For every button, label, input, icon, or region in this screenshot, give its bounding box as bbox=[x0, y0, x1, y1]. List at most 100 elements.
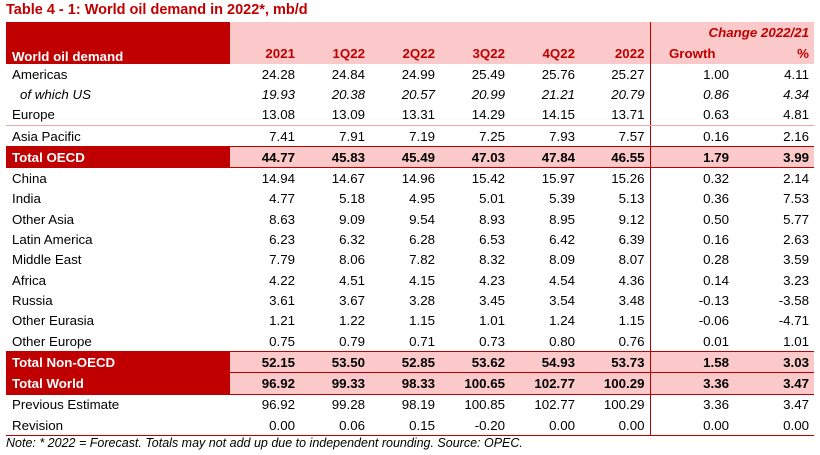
table-row: Europe 13.08 13.09 13.31 14.29 14.15 13.71 0.63… bbox=[6, 104, 814, 126]
cell-value: 4.23 bbox=[479, 272, 505, 288]
table-row: Middle East 7.79 8.06 7.82 8.32 8.09 8.07 0.28 3… bbox=[6, 249, 814, 270]
cell-value: 3.36 bbox=[649, 372, 734, 395]
cell-value: 1.00 bbox=[649, 64, 734, 85]
cell-value: 7.79 bbox=[269, 252, 295, 268]
header-col-growth: Growth bbox=[649, 43, 734, 64]
cell-value: 47.03 bbox=[440, 146, 510, 169]
cell-value: 99.33 bbox=[300, 372, 370, 395]
cell-value: 9.09 bbox=[339, 211, 365, 227]
cell-value: 100.29 bbox=[603, 397, 645, 413]
cell-value: 6.53 bbox=[479, 232, 505, 248]
cell-value: -0.06 bbox=[649, 310, 734, 331]
table-row: Africa 4.22 4.51 4.15 4.23 4.54 4.36 0.14 3.23 bbox=[6, 269, 814, 291]
cell-value: 46.55 bbox=[580, 146, 650, 169]
cell-value: 0.00 bbox=[510, 415, 580, 437]
table-title: Table 4 - 1: World oil demand in 2022*, … bbox=[6, 2, 308, 18]
cell-value: 45.83 bbox=[300, 146, 370, 169]
cell-value: 8.32 bbox=[479, 252, 505, 268]
table-row: Asia Pacific 7.41 7.91 7.19 7.25 7.93 7.57 0.16… bbox=[6, 125, 814, 147]
row-label: Russia bbox=[12, 292, 53, 308]
row-label: Total OECD bbox=[6, 146, 230, 169]
table-row: Other Eurasia 1.21 1.22 1.15 1.01 1.24 1.15 -0.… bbox=[6, 310, 814, 331]
cell-value: 0.63 bbox=[649, 104, 734, 126]
cell-value: 3.45 bbox=[479, 292, 505, 308]
cell-value: 0.28 bbox=[649, 249, 734, 270]
cell-value: 4.34 bbox=[783, 86, 809, 102]
table-row: Total World 96.92 99.33 98.33 100.65 102.77 10… bbox=[6, 372, 814, 395]
cell-value: 0.73 bbox=[479, 333, 505, 349]
cell-value: 13.71 bbox=[580, 104, 650, 126]
cell-value: 14.94 bbox=[261, 171, 295, 187]
row-label: Previous Estimate bbox=[12, 397, 120, 413]
cell-value: 1.21 bbox=[269, 313, 295, 329]
cell-value: 4.81 bbox=[734, 104, 814, 126]
cell-value: 7.41 bbox=[269, 128, 295, 144]
cell-value: 7.53 bbox=[783, 191, 809, 207]
cell-value: 102.77 bbox=[534, 397, 575, 413]
cell-value: 5.77 bbox=[783, 211, 809, 227]
table-note: Note: * 2022 = Forecast. Totals may not … bbox=[6, 436, 523, 450]
cell-value: 0.16 bbox=[649, 125, 734, 147]
cell-value: 24.84 bbox=[331, 66, 365, 82]
row-label: Other Eurasia bbox=[12, 313, 95, 329]
table-row: Other Europe 0.75 0.79 0.71 0.73 0.80 0.76 0.01… bbox=[6, 330, 814, 352]
row-label: Other Asia bbox=[12, 211, 75, 227]
table-row: India 4.77 5.18 4.95 5.01 5.39 5.13 0.36 7.53 bbox=[6, 188, 814, 210]
cell-value: 2.63 bbox=[783, 232, 809, 248]
cell-value: 0.76 bbox=[618, 333, 645, 349]
header-row-top: Change 2022/21 bbox=[6, 22, 814, 43]
table-row: Total OECD 44.77 45.83 45.49 47.03 47.84 46.55… bbox=[6, 146, 814, 169]
cell-value: 52.15 bbox=[230, 351, 300, 374]
cell-value: 1.22 bbox=[339, 313, 365, 329]
cell-value: 5.13 bbox=[618, 191, 645, 207]
header-col-4q22: 4Q22 bbox=[510, 43, 580, 64]
cell-value: 6.42 bbox=[549, 232, 575, 248]
row-label: Other Europe bbox=[12, 333, 92, 349]
cell-value: 8.09 bbox=[549, 252, 575, 268]
cell-value: 2.14 bbox=[783, 171, 809, 187]
cell-value: 1.79 bbox=[649, 146, 734, 169]
header-blank bbox=[6, 22, 230, 43]
cell-value: 0.32 bbox=[649, 167, 734, 189]
cell-value: 4.11 bbox=[784, 66, 809, 82]
cell-value: 3.67 bbox=[339, 292, 365, 308]
cell-value: 45.49 bbox=[370, 146, 440, 169]
cell-value: 24.99 bbox=[401, 66, 435, 82]
cell-value: 13.31 bbox=[370, 104, 440, 126]
cell-value: 1.01 bbox=[783, 333, 809, 349]
cell-value: 0.00 bbox=[649, 415, 734, 437]
cell-value: 6.32 bbox=[339, 232, 365, 248]
header-label: World oil demand bbox=[6, 43, 230, 64]
cell-value: 6.23 bbox=[269, 232, 295, 248]
cell-value: 20.38 bbox=[331, 86, 365, 102]
cell-value: 25.76 bbox=[541, 66, 575, 82]
cell-value: 3.23 bbox=[783, 272, 809, 288]
table-row: of which US 19.93 20.38 20.57 20.99 21.21 20.7… bbox=[6, 84, 814, 105]
cell-value: 24.28 bbox=[261, 66, 295, 82]
cell-value: 0.14 bbox=[649, 269, 734, 291]
cell-value: 1.15 bbox=[618, 313, 645, 329]
cell-value: 7.57 bbox=[618, 128, 645, 144]
cell-value: 4.51 bbox=[339, 272, 365, 288]
cell-value: 8.63 bbox=[269, 211, 295, 227]
cell-value: 3.28 bbox=[409, 292, 435, 308]
cell-value: 0.00 bbox=[734, 415, 814, 437]
cell-value: 6.28 bbox=[409, 232, 435, 248]
cell-value: 3.61 bbox=[269, 292, 295, 308]
cell-value: 5.01 bbox=[479, 191, 505, 207]
cell-value: 9.12 bbox=[618, 211, 645, 227]
cell-value: -4.71 bbox=[778, 313, 809, 329]
header-col-percent: % bbox=[734, 43, 814, 64]
row-label: China bbox=[12, 171, 47, 187]
cell-value: 5.39 bbox=[549, 191, 575, 207]
cell-value: -0.20 bbox=[440, 415, 510, 437]
cell-value: 0.01 bbox=[649, 330, 734, 352]
cell-value: 53.62 bbox=[440, 351, 510, 374]
row-label: of which US bbox=[20, 86, 91, 102]
row-label: Total World bbox=[6, 372, 230, 395]
cell-value: 7.25 bbox=[479, 128, 505, 144]
row-label: Latin America bbox=[12, 232, 93, 248]
cell-value: 3.59 bbox=[783, 252, 809, 268]
cell-value: 96.92 bbox=[261, 397, 295, 413]
cell-value: 20.57 bbox=[401, 86, 435, 102]
